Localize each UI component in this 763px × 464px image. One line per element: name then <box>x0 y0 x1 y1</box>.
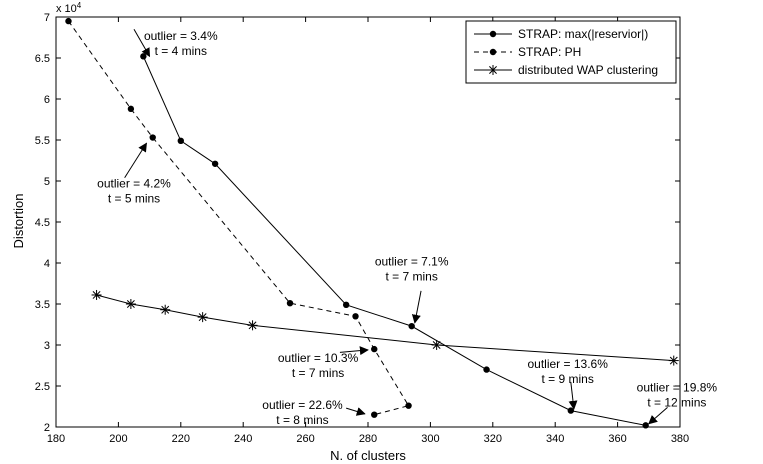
series-3-star-marker <box>668 355 679 366</box>
y-tick-label: 3 <box>44 340 50 352</box>
series-2-point <box>127 105 135 113</box>
legend: STRAP: max(|reservior|) STRAP: PH distribu… <box>465 20 677 84</box>
series-layer <box>65 17 679 429</box>
annotation-label-line1: outlier = 19.8% <box>637 381 718 395</box>
annotation-arrow <box>124 142 147 178</box>
annotation-arrow <box>133 29 151 58</box>
annotation-label-line1: outlier = 13.6% <box>527 357 608 371</box>
annotation-label-line2: t = 7 mins <box>292 366 344 380</box>
y-tick-label: 7 <box>44 12 50 24</box>
series-2-point <box>352 313 359 320</box>
x-tick-label: 320 <box>484 433 502 445</box>
annotation-label-line2: t = 12 mins <box>647 396 706 410</box>
x-tick-label: 340 <box>546 433 564 445</box>
y-tick-label: 2.5 <box>35 381 50 393</box>
series-1-point <box>342 301 350 309</box>
legend-dot-marker <box>489 30 497 38</box>
y-tick-label: 4.5 <box>35 217 50 229</box>
series-2-point <box>286 299 294 307</box>
annotation-label-line2: t = 9 mins <box>542 372 594 386</box>
legend-dot-marker <box>489 48 497 56</box>
annotation-arrow <box>339 346 369 356</box>
series-3-star-marker <box>197 312 208 323</box>
series-2-point <box>65 17 72 25</box>
x-tick-label: 200 <box>109 433 127 445</box>
series-3-star-marker <box>125 299 136 309</box>
annotation-arrow <box>648 406 668 425</box>
y-multiplier-exponent: 4 <box>77 1 82 10</box>
series-2-point <box>149 134 156 141</box>
y-multiplier: x 104 <box>56 1 82 15</box>
x-tick-label: 300 <box>421 433 439 445</box>
legend-label: distributed WAP clustering <box>518 63 658 77</box>
y-tick-label: 6.5 <box>35 53 50 65</box>
series-3-star-marker <box>431 340 442 350</box>
ticks-layer: 180 200 220 240 260 280 300 320 340 360 380 2 2.5 3 3.… <box>35 12 689 445</box>
series-1-point <box>211 160 219 167</box>
annotation-label-line1: outlier = 7.1% <box>375 254 449 268</box>
x-axis-label: N. of clusters <box>330 448 406 463</box>
legend-star-marker <box>488 65 498 75</box>
series-2-point <box>371 411 378 418</box>
series-1-point <box>177 137 184 145</box>
x-tick-label: 360 <box>608 433 626 445</box>
series-1-point <box>408 322 415 330</box>
annotation-arrow <box>346 407 366 416</box>
y-tick-label: 2 <box>44 422 50 434</box>
x-tick-label: 380 <box>671 433 689 445</box>
x-tick-label: 260 <box>296 433 314 445</box>
series-line-1 <box>142 56 646 426</box>
y-multiplier-base: x 10 <box>56 3 77 15</box>
series-2-point <box>405 402 412 409</box>
series-3-star-marker <box>160 304 171 315</box>
series-1-point <box>567 407 574 414</box>
series-1-point <box>140 53 147 60</box>
annotation-label-line2: t = 7 mins <box>386 269 438 283</box>
y-tick-label: 4 <box>44 258 50 270</box>
y-tick-label: 6 <box>44 94 50 106</box>
annotation-label-line2: t = 5 mins <box>108 192 160 206</box>
legend-label: STRAP: PH <box>518 45 581 59</box>
legend-label: STRAP: max(|reservior|) <box>518 27 648 41</box>
annotation-label-line2: t = 4 mins <box>155 44 207 58</box>
series-line-3 <box>96 294 674 362</box>
y-axis-label: Distortion <box>11 194 26 249</box>
annotation-arrow <box>568 381 578 410</box>
series-3-star-marker <box>247 320 258 331</box>
series-1-point <box>642 422 649 429</box>
annotation-label-line1: outlier = 4.2% <box>97 177 171 191</box>
x-tick-label: 180 <box>47 433 65 445</box>
annotation-label-line1: outlier = 22.6% <box>262 398 343 412</box>
x-tick-label: 240 <box>234 433 252 445</box>
x-tick-label: 280 <box>359 433 377 445</box>
annotation-label-line1: outlier = 3.4% <box>144 29 218 43</box>
series-2-point <box>371 345 378 353</box>
annotation-arrow <box>411 290 422 324</box>
series-1-point <box>483 366 490 373</box>
y-tick-label: 5 <box>44 176 50 188</box>
series-3-star-marker <box>91 289 102 300</box>
x-tick-label: 220 <box>172 433 190 445</box>
annotation-label-line2: t = 8 mins <box>276 413 328 427</box>
annotation-label-line1: outlier = 10.3% <box>278 351 359 365</box>
y-tick-label: 5.5 <box>35 135 50 147</box>
y-tick-label: 3.5 <box>35 299 50 311</box>
